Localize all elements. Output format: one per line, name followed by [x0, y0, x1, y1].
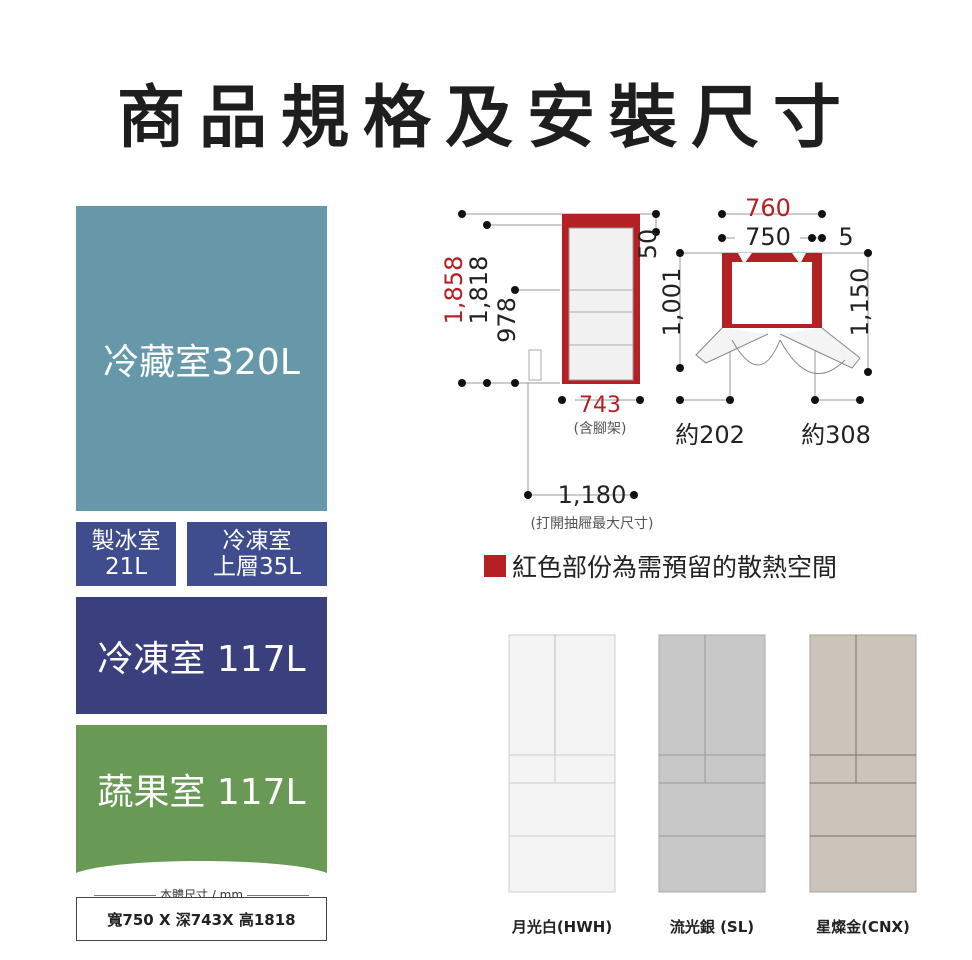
side-gap-label: 5 — [838, 223, 853, 251]
body-size-box: 寬750 X 深743X 高1818 — [76, 897, 327, 941]
fridge-capacity: 冷藏室320L — [103, 341, 300, 383]
width-total-label: 760 — [745, 194, 791, 222]
width-body-label: 750 — [745, 223, 791, 251]
ice-compartment: 製冰室 21L — [76, 522, 176, 586]
model-label-white: 月光白(HWH) — [511, 918, 613, 936]
door-open-depth-label: 1,001 — [658, 268, 686, 337]
model-image-gold — [809, 634, 917, 893]
upper-freezer-label: 冷凍室 — [222, 528, 292, 554]
page-title: 商品規格及安裝尺寸 — [116, 79, 855, 158]
model-image-white — [508, 634, 616, 893]
left-door-label: 約202 — [675, 421, 745, 449]
depth-note: (含腳架) — [574, 421, 627, 437]
freezer-capacity: 冷凍室 117L — [97, 638, 306, 680]
top-view-fridge — [695, 253, 861, 375]
drawer-open-label: 1,180 — [558, 481, 627, 509]
top-clearance-label: 50 — [634, 229, 662, 260]
model-image-silver — [658, 634, 766, 893]
total-height-label: 1,858 — [440, 256, 468, 325]
vegetable-bg — [76, 725, 327, 873]
body-size-value: 寬750 X 深743X 高1818 — [107, 910, 296, 929]
upper-freezer-capacity: 上層35L — [212, 554, 302, 580]
height-978-label: 978 — [493, 297, 521, 343]
model-label-silver: 流光銀 (SL) — [669, 918, 755, 936]
drawer-open-note: (打開抽屜最大尺寸) — [531, 515, 654, 532]
model-label-gold: 星燦金(CNX) — [816, 918, 910, 936]
side-view-fridge — [528, 214, 640, 384]
fridge-compartment: 冷藏室320L — [76, 206, 327, 511]
vegetable-compartment: 蔬果室 117L — [76, 725, 327, 873]
body-height-label: 1,818 — [465, 256, 493, 325]
freezer-compartment: 冷凍室 117L — [76, 597, 327, 714]
upper-freezer-compartment: 冷凍室 上層35L — [187, 522, 327, 586]
legend-text: 紅色部份為需預留的散熱空間 — [512, 553, 838, 582]
depth-label: 743 — [579, 393, 621, 418]
door-open-depth-2-label: 1,150 — [846, 268, 874, 337]
ice-label: 製冰室 — [91, 528, 161, 554]
ice-capacity: 21L — [104, 554, 148, 580]
vegetable-capacity: 蔬果室 117L — [97, 772, 306, 813]
legend-red-swatch — [484, 555, 506, 577]
legend: 紅色部份為需預留的散熱空間 — [484, 548, 837, 584]
right-door-label: 約308 — [801, 421, 871, 449]
